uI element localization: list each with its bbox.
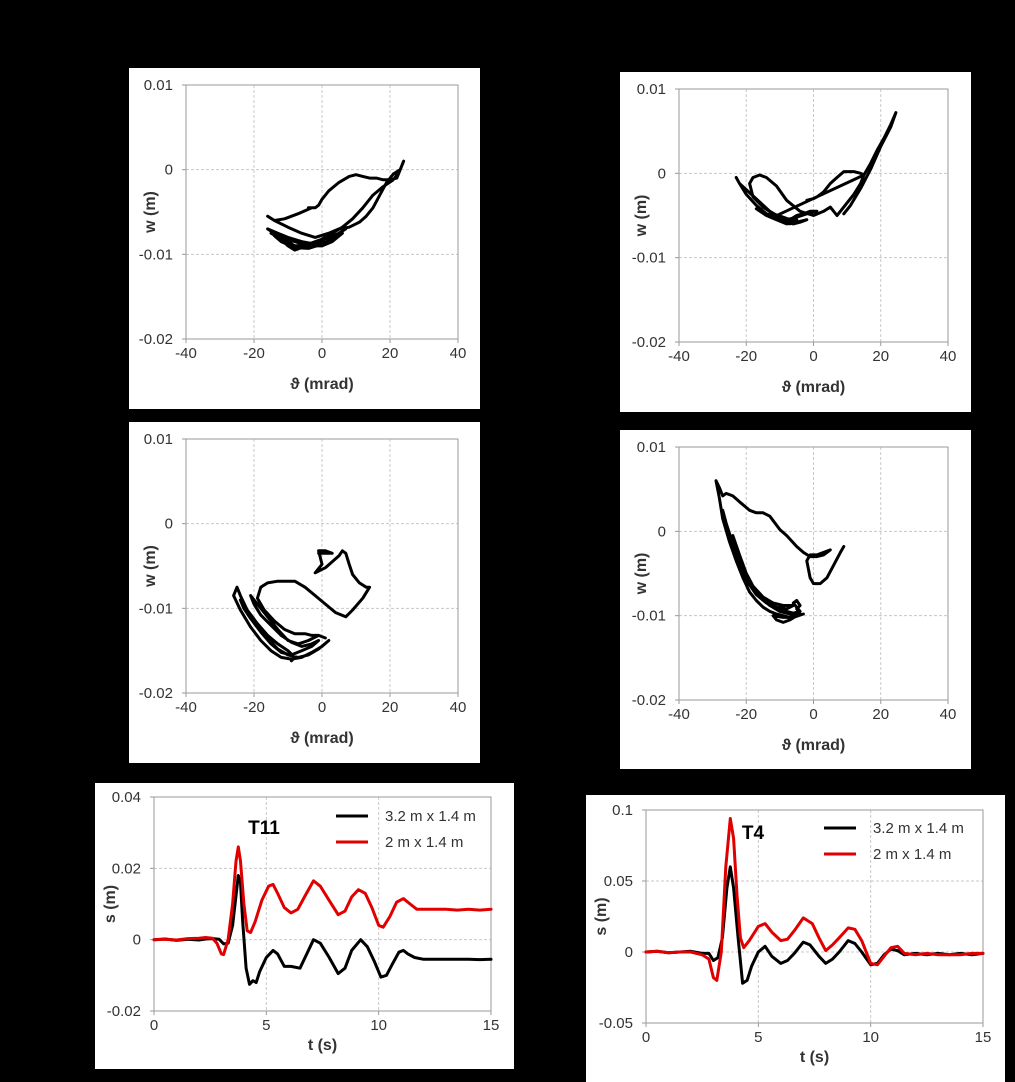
y-tick-label: -0.02 xyxy=(139,685,173,702)
x-axis-title: ϑ (mrad) xyxy=(782,379,846,396)
x-tick-label: 20 xyxy=(382,345,399,362)
y-tick-label: 0 xyxy=(165,162,173,179)
legend-label-2: 2 m x 1.4 m xyxy=(873,846,951,863)
y-tick-label: 0 xyxy=(133,932,141,949)
legend-label-2: 2 m x 1.4 m xyxy=(385,834,463,851)
plot-area xyxy=(645,809,984,1024)
y-tick-label: -0.01 xyxy=(139,246,173,263)
series-line-2 xyxy=(152,845,493,957)
y-tick-label: -0.01 xyxy=(139,600,173,617)
chart-panel-3: -40 -20 0 20 40 0.01 0 -0.01 -0.02 ϑ (mrad) w (m) xyxy=(129,422,480,763)
y-tick-label: -0.01 xyxy=(632,250,666,267)
x-tick-label: 5 xyxy=(754,1029,762,1046)
series-line-1 xyxy=(644,865,985,985)
y-axis-title: s (m) xyxy=(102,885,119,923)
series-line-1 xyxy=(734,111,898,226)
y-tick-label: 0.01 xyxy=(144,431,173,448)
x-axis-title: t (s) xyxy=(308,1037,337,1054)
chart-1: -40 -20 0 20 40 0.01 0 -0.01 -0.02 ϑ (mrad) w (m) xyxy=(139,77,467,393)
x-tick-label: -40 xyxy=(175,345,197,362)
x-tick-label: 40 xyxy=(450,345,467,362)
y-tick-label: 0 xyxy=(658,165,666,182)
chart-panel-1: -40 -20 0 20 40 0.01 0 -0.01 -0.02 ϑ (mrad) w (m) xyxy=(129,68,480,409)
chart-3: -40 -20 0 20 40 0.01 0 -0.01 -0.02 ϑ (mrad) w (m) xyxy=(139,431,467,747)
x-tick-label: 0 xyxy=(318,699,326,716)
y-tick-label: 0.01 xyxy=(637,439,666,456)
series-line-1 xyxy=(232,549,372,663)
series-line-1 xyxy=(266,159,406,252)
chart-annotation: T4 xyxy=(742,823,765,844)
chart-panel-6: 0 5 10 15 0.1 0.05 0 -0.05 t (s) s (m) T4 3.2 m x 1… xyxy=(586,795,1005,1082)
y-tick-label: -0.05 xyxy=(599,1015,633,1032)
y-tick-label: -0.02 xyxy=(107,1003,141,1020)
x-tick-label: 20 xyxy=(382,699,399,716)
x-axis-title: ϑ (mrad) xyxy=(782,737,846,754)
chart-panel-2: -40 -20 0 20 40 0.01 0 -0.01 -0.02 ϑ (mrad) w (m) xyxy=(620,72,971,412)
y-axis-title: w (m) xyxy=(633,195,650,238)
chart-6: 0 5 10 15 0.1 0.05 0 -0.05 t (s) s (m) T4 3.2 m x 1… xyxy=(593,802,992,1066)
plot-area xyxy=(153,796,492,1012)
x-tick-label: -20 xyxy=(735,348,757,365)
series-line-1 xyxy=(152,874,493,986)
x-tick-label: 0 xyxy=(642,1029,650,1046)
x-axis-title: t (s) xyxy=(800,1049,829,1066)
y-tick-label: 0.01 xyxy=(637,81,666,98)
x-tick-label: 0 xyxy=(809,348,817,365)
x-tick-label: 40 xyxy=(940,348,957,365)
x-tick-label: -20 xyxy=(735,706,757,723)
x-tick-label: 15 xyxy=(483,1017,500,1034)
x-tick-label: 10 xyxy=(862,1029,879,1046)
x-tick-label: -40 xyxy=(668,348,690,365)
legend-label-1: 3.2 m x 1.4 m xyxy=(385,808,476,825)
x-tick-label: 10 xyxy=(370,1017,387,1034)
y-tick-label: 0 xyxy=(165,516,173,533)
y-tick-label: 0.1 xyxy=(612,802,633,819)
y-tick-label: 0.02 xyxy=(112,860,141,877)
x-tick-label: 20 xyxy=(872,706,889,723)
x-tick-label: 0 xyxy=(809,706,817,723)
y-tick-label: 0.01 xyxy=(144,77,173,94)
y-axis-title: w (m) xyxy=(633,553,650,596)
x-tick-label: -40 xyxy=(668,706,690,723)
chart-5: 0 5 10 15 0.04 0.02 0 -0.02 t (s) s (m) T11 3.2 m x… xyxy=(102,789,500,1054)
series-line-1 xyxy=(714,479,846,624)
x-tick-label: 40 xyxy=(450,699,467,716)
y-tick-label: 0 xyxy=(658,523,666,540)
x-axis-title: ϑ (mrad) xyxy=(290,376,354,393)
chart-2: -40 -20 0 20 40 0.01 0 -0.01 -0.02 ϑ (mrad) w (m) xyxy=(632,81,957,396)
y-tick-label: -0.02 xyxy=(632,692,666,709)
y-axis-title: s (m) xyxy=(593,897,610,935)
y-axis-title: w (m) xyxy=(142,545,159,588)
x-tick-label: -20 xyxy=(243,345,265,362)
chart-4: -40 -20 0 20 40 0.01 0 -0.01 -0.02 ϑ (mrad) w (m) xyxy=(632,439,957,754)
x-tick-label: 15 xyxy=(975,1029,992,1046)
x-tick-label: 40 xyxy=(940,706,957,723)
x-axis-title: ϑ (mrad) xyxy=(290,730,354,747)
y-tick-label: -0.02 xyxy=(139,331,173,348)
x-tick-label: -40 xyxy=(175,699,197,716)
series-line-2 xyxy=(644,817,985,982)
y-tick-label: 0.04 xyxy=(112,789,141,806)
chart-annotation: T11 xyxy=(248,818,280,839)
y-axis-title: w (m) xyxy=(142,191,159,234)
chart-panel-4: -40 -20 0 20 40 0.01 0 -0.01 -0.02 ϑ (mrad) w (m) xyxy=(620,430,971,769)
x-tick-label: 0 xyxy=(150,1017,158,1034)
x-tick-label: 0 xyxy=(318,345,326,362)
y-tick-label: 0 xyxy=(625,944,633,961)
legend-label-1: 3.2 m x 1.4 m xyxy=(873,820,964,837)
chart-panel-5: 0 5 10 15 0.04 0.02 0 -0.02 t (s) s (m) T11 3.2 m x… xyxy=(95,783,514,1069)
x-tick-label: 5 xyxy=(262,1017,270,1034)
x-tick-label: -20 xyxy=(243,699,265,716)
x-tick-label: 20 xyxy=(872,348,889,365)
y-tick-label: 0.05 xyxy=(604,873,633,890)
y-tick-label: -0.01 xyxy=(632,608,666,625)
y-tick-label: -0.02 xyxy=(632,334,666,351)
